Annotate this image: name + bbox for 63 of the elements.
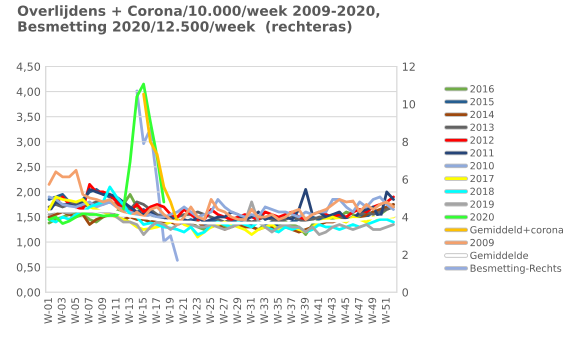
y2-tick-label: 8 <box>402 138 408 146</box>
x-tick-label: W-27 <box>220 298 228 324</box>
chart-title: Overlijdens + Corona/10.000/week 2009-2020, Besmetting 2020/12.500/week (rechteras) <box>18 5 380 34</box>
legend-label: 2010 <box>470 162 494 170</box>
line-series <box>142 92 179 224</box>
x-tick-label: W-37 <box>287 298 296 324</box>
y-tick-label: 0,50 <box>16 263 40 273</box>
x-tick-label: W-23 <box>192 298 201 324</box>
line-series <box>48 210 395 224</box>
y-tick-label: 3,00 <box>16 138 40 148</box>
legend-label: 2013 <box>470 124 494 131</box>
y-tick-label: 1,00 <box>17 238 40 248</box>
y-tick-label: 0,00 <box>16 288 40 298</box>
legend-label: 2009 <box>470 238 494 246</box>
y-tick-label: 2,50 <box>16 162 40 172</box>
x-tick-label: W-45 <box>341 298 350 324</box>
legend-label: Besmetting-Rechts <box>470 264 562 274</box>
x-tick-label: W-15 <box>138 298 147 324</box>
y2-tick-label: 10 <box>402 100 416 109</box>
x-tick-label: W-05 <box>71 298 80 324</box>
x-tick-label: W-33 <box>260 298 268 324</box>
y-tick-label: 3,50 <box>16 112 40 122</box>
x-tick-label: W-25 <box>206 298 214 324</box>
legend-label: 2016 <box>470 85 494 93</box>
y-tick-label: 4,00 <box>16 88 40 98</box>
legend-label: 2018 <box>470 188 494 196</box>
x-tick-label: W-47 <box>354 298 363 324</box>
x-tick-label: W-07 <box>84 298 93 324</box>
y2-tick-label: 12 <box>402 62 415 71</box>
x-tick-label: W-39 <box>300 298 309 324</box>
legend-label: 2012 <box>470 136 494 144</box>
legend-label: 2014 <box>470 110 494 118</box>
x-tick-label: W-35 <box>274 298 282 324</box>
x-tick-label: W-17 <box>152 298 160 324</box>
legend-label: 2019 <box>470 200 494 208</box>
x-tick-label: W-43 <box>328 298 336 324</box>
y-tick-label: 4,50 <box>16 62 40 72</box>
line-series <box>48 168 395 226</box>
x-tick-label: W-09 <box>98 298 106 324</box>
x-tick-label: W-29 <box>233 298 242 324</box>
legend-label: 2020 <box>470 213 494 221</box>
y2-tick-label: 0 <box>402 288 408 297</box>
legend-label: 2017 <box>470 174 494 182</box>
x-tick-label: W-41 <box>314 298 322 324</box>
x-tick-label: W-31 <box>246 298 255 324</box>
x-tick-label: W-13 <box>125 298 134 324</box>
line-series <box>48 82 166 225</box>
x-tick-label: W-19 <box>166 298 174 324</box>
x-tick-label: W-51 <box>382 298 390 324</box>
y-tick-label: 1,50 <box>17 212 40 223</box>
x-tick-label: W-11 <box>112 298 120 324</box>
y2-tick-label: 6 <box>402 175 408 184</box>
legend-label: Gemiddeld+corona <box>470 226 564 234</box>
y-tick-label: 2,00 <box>16 188 40 198</box>
y2-tick-label: 2 <box>402 250 408 259</box>
x-tick-label: W-49 <box>368 298 376 324</box>
x-tick-label: W-01 <box>44 298 52 324</box>
legend-label: 2011 <box>470 149 494 157</box>
x-tick-label: W-21 <box>179 298 187 324</box>
legend-label: Gemiddelde <box>470 252 528 260</box>
x-tick-label: W-03 <box>58 298 66 324</box>
legend-label: 2015 <box>470 98 494 106</box>
y2-tick-label: 4 <box>402 213 408 222</box>
